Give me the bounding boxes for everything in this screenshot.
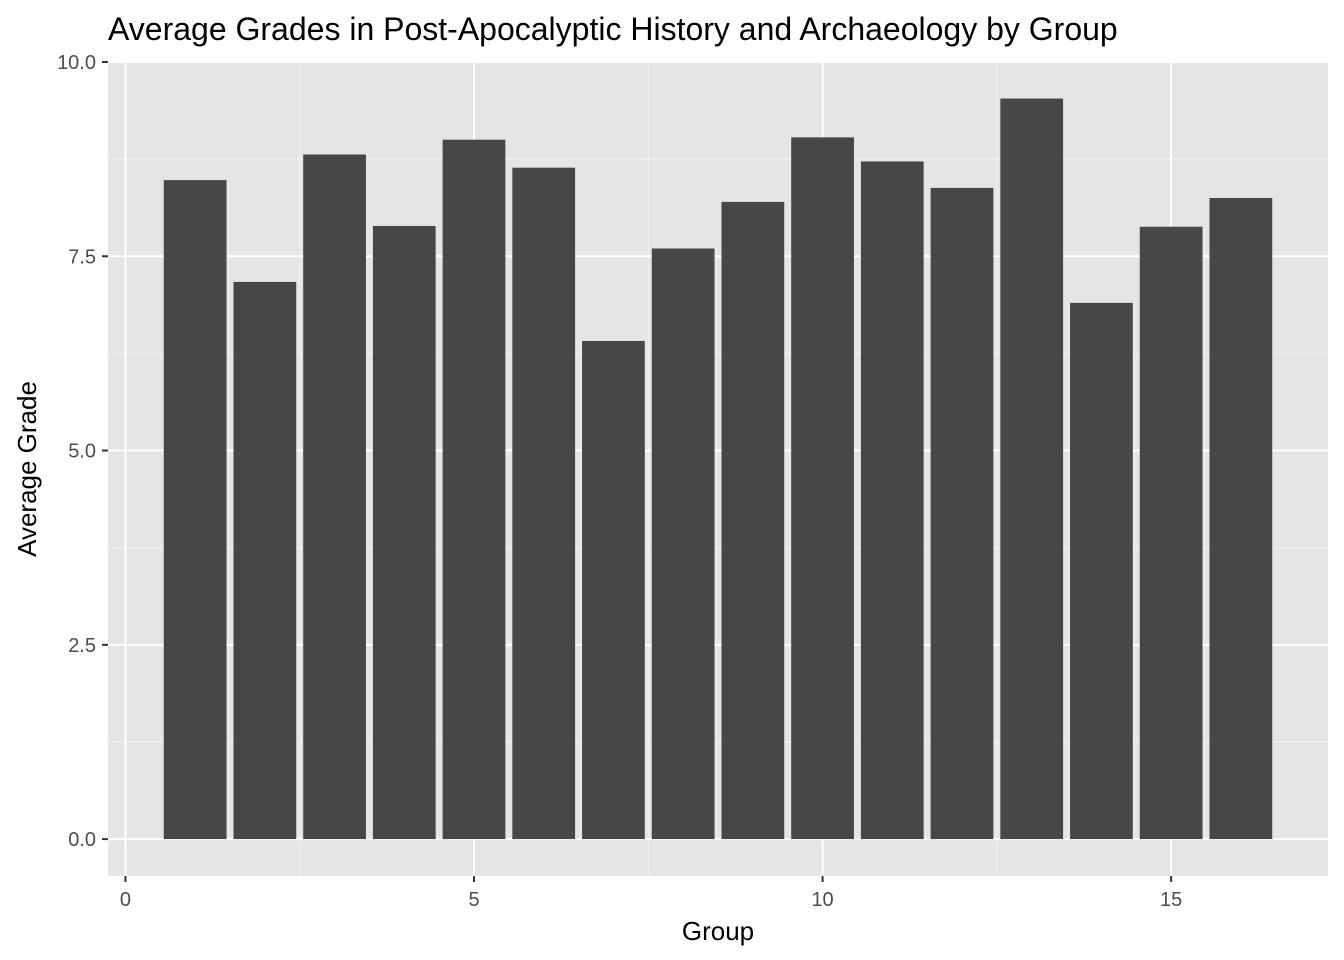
x-tick-label: 0: [120, 889, 131, 911]
bar-group-7: [582, 340, 645, 840]
bar-group-5: [442, 139, 506, 840]
y-axis: 0.0 2.5 5.0 7.5 10.0: [57, 52, 108, 851]
y-axis-label: Average Grade: [12, 381, 42, 557]
x-axis-label: Group: [682, 916, 754, 946]
y-tick-label: 2.5: [68, 635, 96, 657]
x-tick-label: 5: [468, 889, 479, 911]
y-tick-label: 5.0: [68, 441, 96, 463]
x-axis: 0 5 10 15: [120, 876, 1182, 911]
bars: [163, 98, 1273, 840]
bar-group-9: [721, 201, 785, 840]
y-tick-label: 10.0: [57, 52, 96, 74]
bar-group-14: [1070, 302, 1133, 840]
bar-group-12: [930, 187, 994, 840]
bar-group-3: [303, 154, 366, 840]
bar-group-1: [163, 180, 227, 840]
bar-group-11: [860, 161, 924, 840]
bar-group-6: [512, 167, 576, 840]
x-tick-label: 10: [811, 889, 833, 911]
y-tick-label: 0.0: [68, 829, 96, 851]
x-tick-label: 15: [1160, 889, 1182, 911]
y-tick-label: 7.5: [68, 246, 96, 268]
bar-group-8: [651, 248, 715, 840]
bar-group-10: [791, 137, 854, 840]
bar-group-4: [372, 225, 436, 840]
chart-title: Average Grades in Post-Apocalyptic Histo…: [108, 11, 1118, 47]
bar-group-15: [1139, 226, 1203, 840]
bar-group-16: [1209, 197, 1273, 840]
bar-group-13: [1000, 98, 1064, 840]
bar-group-2: [233, 281, 297, 840]
